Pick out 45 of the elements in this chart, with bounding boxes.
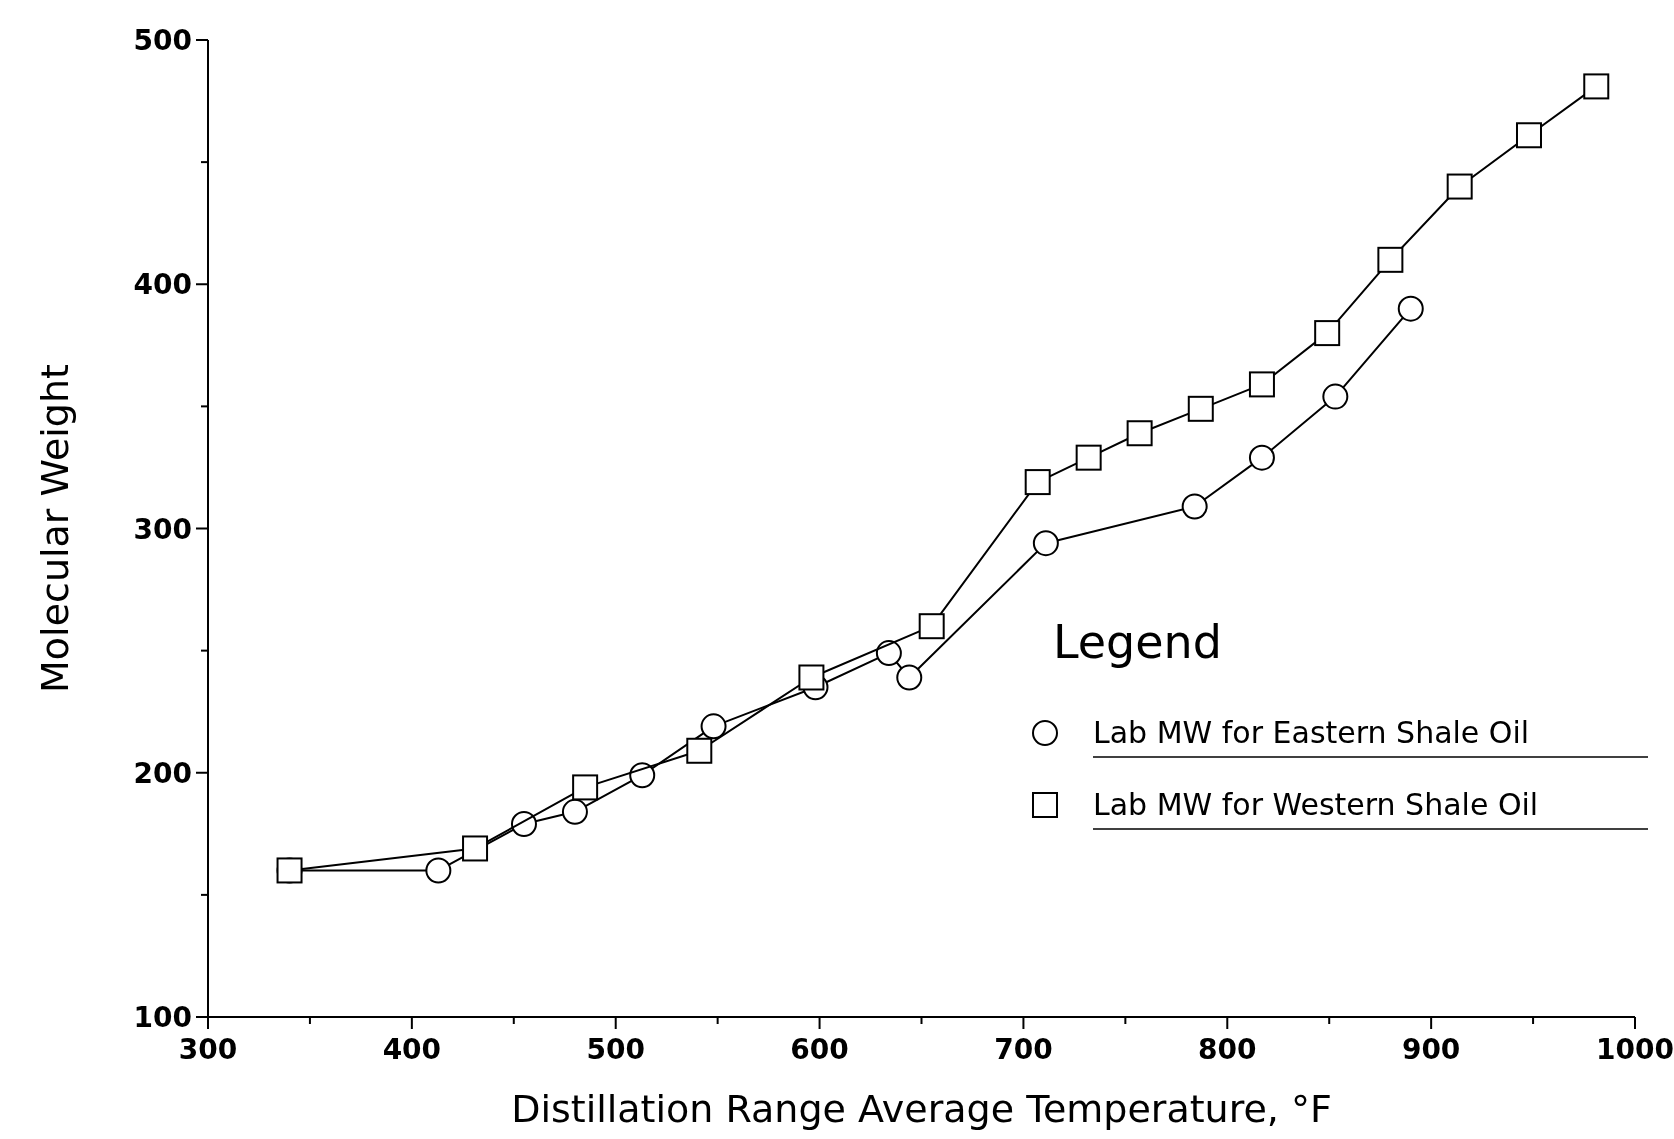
point: [1583, 73, 1610, 100]
x-tick-label: 300: [178, 1033, 238, 1066]
x-tick-label: 900: [1401, 1033, 1461, 1066]
y-tick-label: 300: [133, 512, 192, 546]
x-axis-title: Distillation Range Average Temperature, °F: [511, 1087, 1332, 1131]
x-tick-label: 700: [994, 1033, 1053, 1066]
point: [686, 737, 713, 764]
point: [896, 664, 923, 691]
point: [1397, 295, 1424, 322]
point: [798, 664, 825, 691]
point: [1248, 444, 1275, 471]
point: [1377, 246, 1404, 273]
point: [276, 857, 303, 884]
y-tick-label: 100: [133, 1001, 192, 1034]
point: [425, 857, 452, 884]
x-tick-label: 1000: [1596, 1033, 1674, 1066]
x-tick-label: 600: [790, 1033, 849, 1066]
x-tick-label: 500: [586, 1033, 645, 1066]
point: [1314, 320, 1341, 347]
point: [572, 774, 599, 801]
point: [1515, 122, 1542, 149]
point: [918, 613, 945, 640]
point: [700, 713, 727, 740]
point: [462, 835, 489, 862]
x-tick-label: 400: [382, 1033, 442, 1066]
legend-title: Legend: [1053, 615, 1222, 669]
point: [561, 798, 588, 825]
y-tick-label: 400: [133, 268, 192, 302]
point: [1248, 371, 1275, 398]
y-tick-label: 200: [133, 756, 192, 790]
y-axis-title: Molecular Weight: [33, 364, 77, 693]
point: [1322, 383, 1349, 410]
point: [1187, 395, 1214, 422]
x-tick-label: 800: [1198, 1033, 1257, 1066]
legend-label: Lab MW for Western Shale Oil: [1093, 787, 1539, 822]
point: [1032, 530, 1059, 557]
point: [629, 762, 656, 789]
point: [1024, 469, 1051, 496]
y-tick-label: 500: [133, 24, 192, 57]
point: [1446, 173, 1473, 200]
point: [1126, 420, 1153, 447]
point: [1075, 444, 1102, 471]
point: [875, 640, 902, 667]
legend-label: Lab MW for Eastern Shale Oil: [1093, 715, 1530, 750]
point: [1181, 493, 1208, 520]
